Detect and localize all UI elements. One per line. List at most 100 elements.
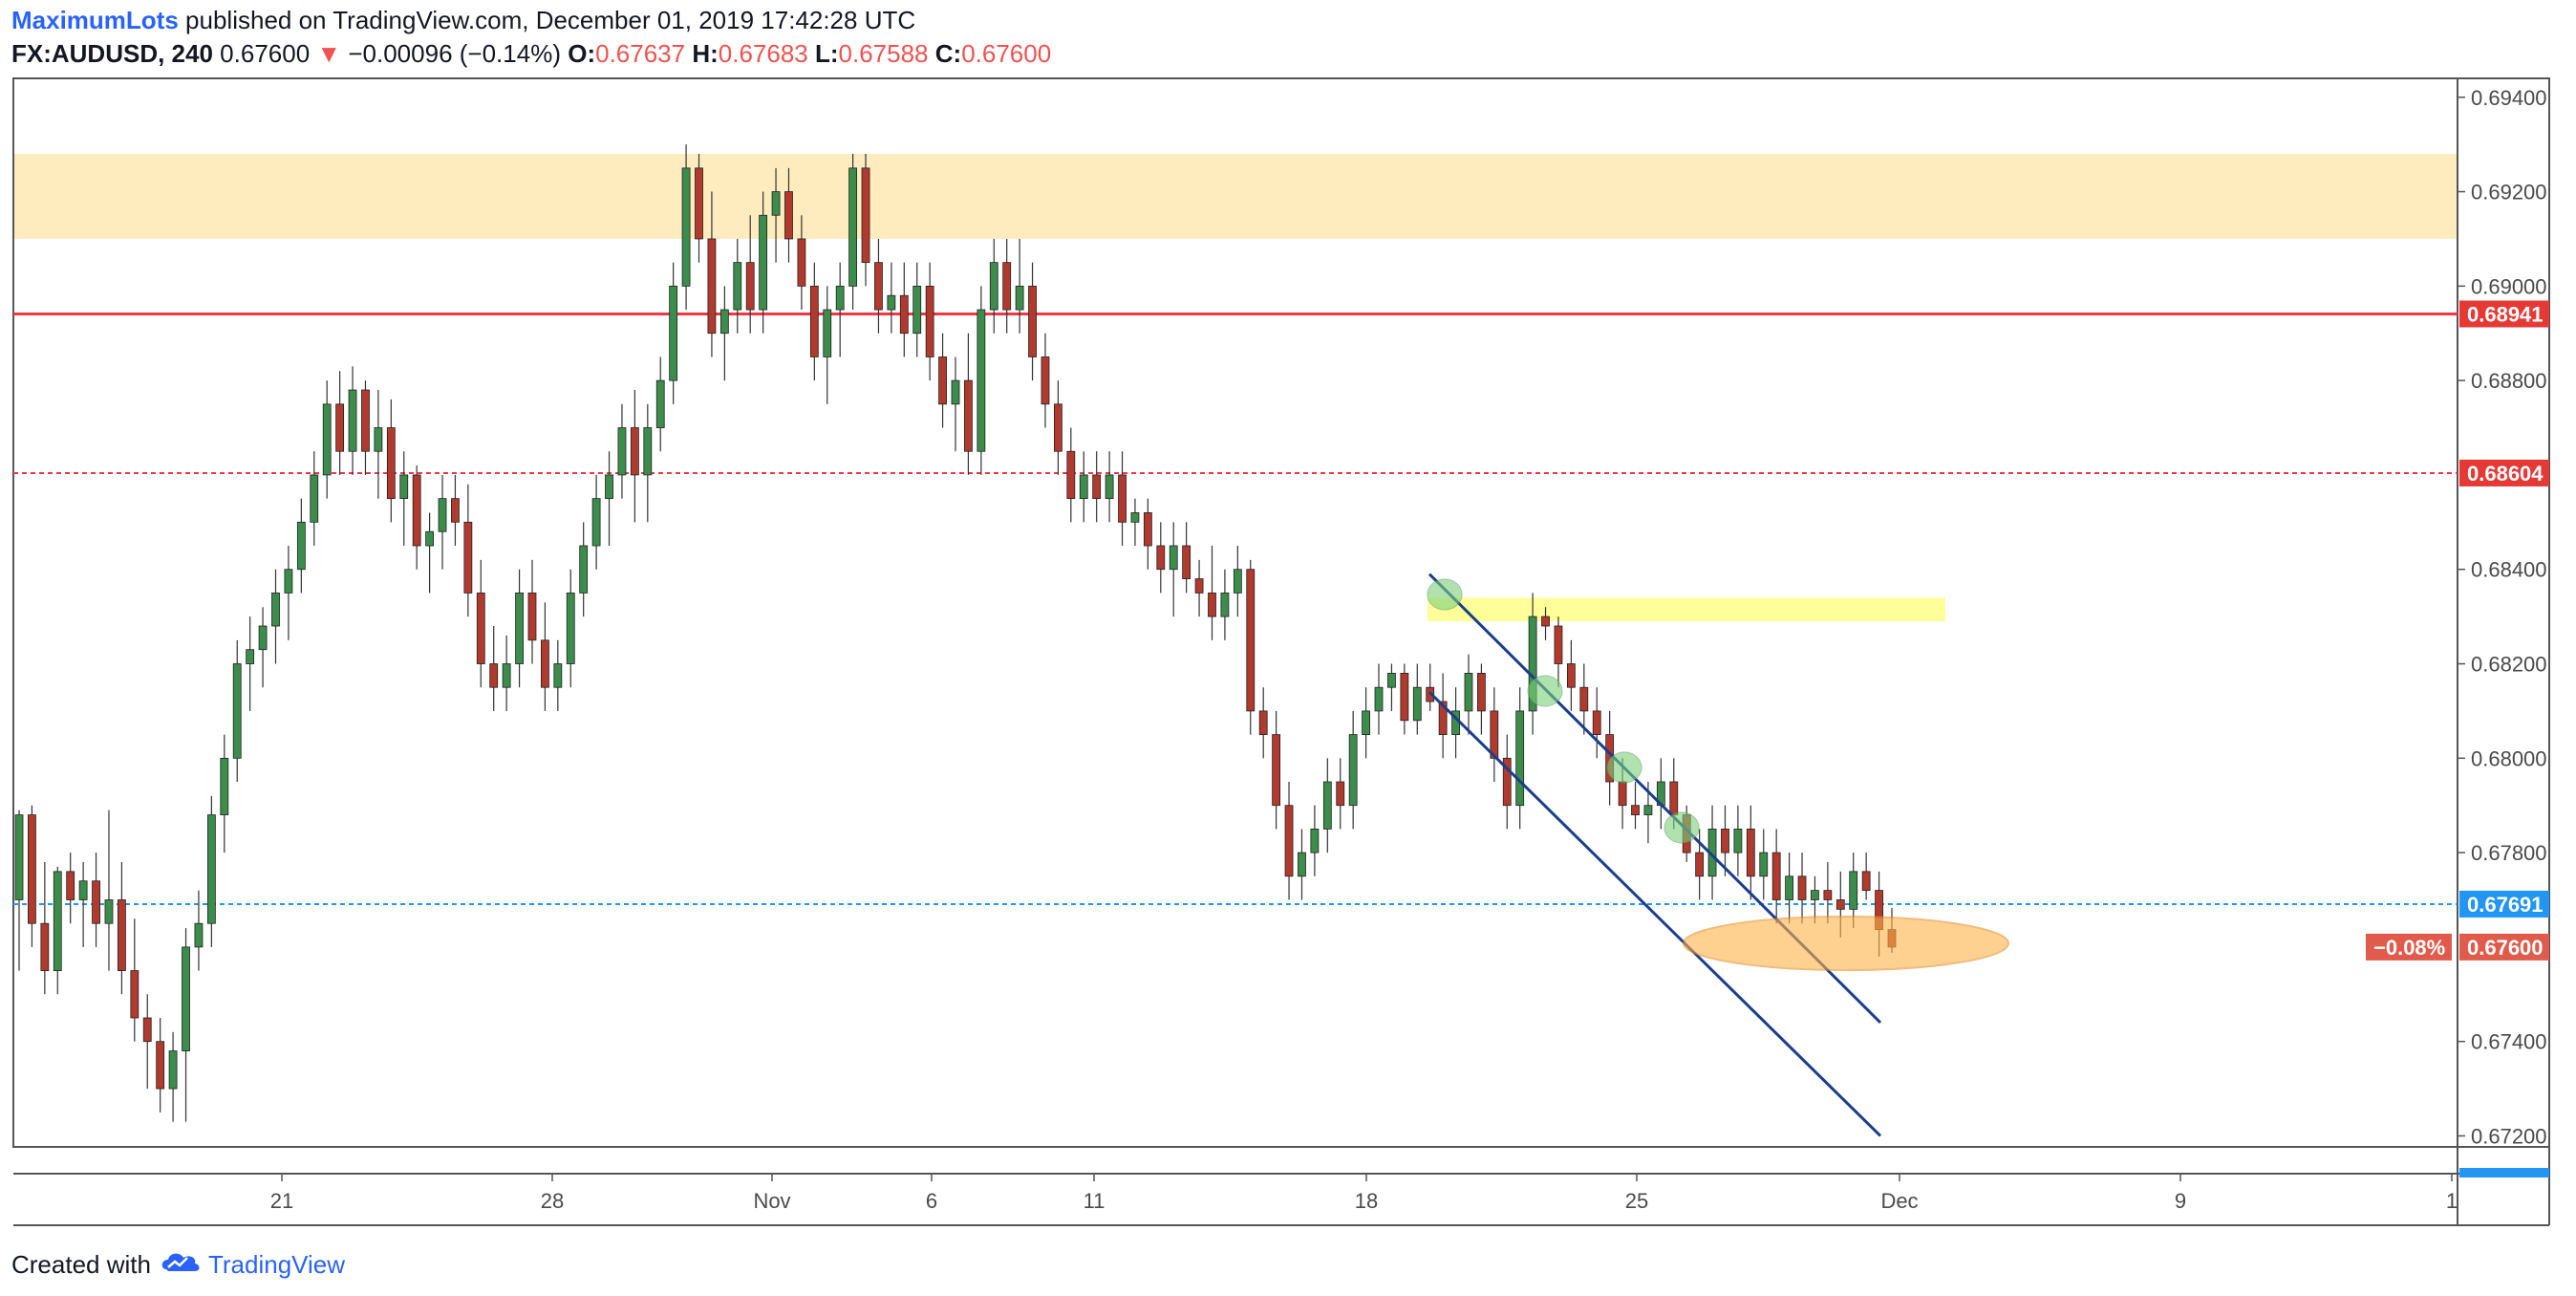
candle[interactable] (1041, 333, 1050, 428)
candle[interactable] (1566, 639, 1576, 711)
candle[interactable] (348, 366, 357, 475)
candle[interactable] (989, 238, 998, 334)
candle[interactable] (322, 380, 332, 499)
candle[interactable] (502, 635, 511, 711)
candle[interactable] (66, 853, 75, 924)
price-chart[interactable]: 0.69400 0.69200 0.69000 0.68800 0.68400 0.682… (0, 0, 2576, 1242)
candle[interactable] (1502, 734, 1512, 830)
candle[interactable] (310, 451, 319, 547)
candle[interactable] (1362, 687, 1370, 759)
candle[interactable] (566, 569, 575, 688)
candle[interactable] (1438, 673, 1448, 759)
channel-line-2[interactable] (1428, 691, 1882, 1137)
candle[interactable] (220, 734, 229, 853)
candle[interactable] (617, 403, 627, 499)
candle[interactable] (28, 805, 36, 947)
candle[interactable] (182, 928, 190, 1122)
candle[interactable] (964, 333, 973, 475)
candle[interactable] (1849, 853, 1858, 929)
candle[interactable] (759, 191, 768, 334)
candle[interactable] (232, 639, 242, 783)
candle[interactable] (1387, 663, 1396, 711)
candle[interactable] (1811, 875, 1819, 924)
candle[interactable] (1336, 758, 1345, 830)
candle[interactable] (1528, 593, 1537, 735)
candle[interactable] (669, 262, 678, 404)
candle[interactable] (1541, 607, 1550, 640)
candle[interactable] (1092, 451, 1102, 523)
candle[interactable] (887, 262, 896, 334)
candle[interactable] (1451, 687, 1460, 759)
candle[interactable] (156, 1017, 165, 1112)
candle[interactable] (40, 861, 50, 995)
candle[interactable] (681, 144, 691, 311)
candle[interactable] (1464, 654, 1473, 735)
candle[interactable] (1130, 498, 1140, 547)
candle[interactable] (1631, 782, 1640, 830)
candle[interactable] (1002, 238, 1012, 334)
candle[interactable] (733, 238, 742, 334)
candle[interactable] (1028, 262, 1037, 381)
candle[interactable] (258, 607, 268, 688)
candle[interactable] (823, 286, 832, 404)
candle[interactable] (655, 356, 665, 452)
candle[interactable] (1746, 805, 1755, 900)
author-name[interactable]: MaximumLots (11, 6, 179, 34)
candle[interactable] (1105, 451, 1114, 523)
candle[interactable] (194, 890, 204, 971)
candle[interactable] (861, 154, 870, 287)
candle[interactable] (374, 390, 383, 499)
candle[interactable] (1348, 710, 1358, 830)
candle[interactable] (92, 853, 100, 947)
candle[interactable] (899, 262, 909, 357)
minor-resistance-zone[interactable] (1428, 597, 1945, 622)
candle[interactable] (605, 451, 613, 547)
candle[interactable] (1733, 805, 1743, 876)
candle[interactable] (745, 215, 755, 334)
touch-point-marker[interactable] (1664, 811, 1700, 844)
candle[interactable] (14, 810, 24, 971)
candle[interactable] (695, 154, 703, 263)
candle[interactable] (412, 465, 421, 570)
candle[interactable] (1208, 546, 1216, 640)
candle[interactable] (1310, 805, 1320, 876)
candle[interactable] (361, 380, 370, 475)
candle[interactable] (1823, 861, 1833, 924)
candle[interactable] (809, 262, 819, 381)
candle[interactable] (527, 559, 537, 664)
candle[interactable] (1490, 687, 1499, 783)
candle[interactable] (206, 795, 216, 947)
tradingview-brand[interactable]: TradingView (207, 1250, 346, 1279)
candle[interactable] (1194, 559, 1204, 617)
candle[interactable] (78, 861, 88, 947)
candle[interactable] (1426, 663, 1435, 711)
candle[interactable] (1656, 758, 1665, 830)
candle[interactable] (1015, 238, 1024, 334)
candle[interactable] (1322, 758, 1332, 853)
candle[interactable] (386, 399, 396, 523)
candle[interactable] (1797, 853, 1807, 924)
candle[interactable] (53, 866, 62, 995)
candle[interactable] (1079, 451, 1088, 523)
candle[interactable] (1272, 710, 1281, 830)
resistance-zone[interactable] (14, 154, 2457, 239)
candle[interactable] (425, 512, 434, 594)
candle[interactable] (848, 154, 858, 311)
candle[interactable] (1066, 427, 1076, 523)
candle[interactable] (591, 474, 601, 570)
candle[interactable] (1284, 782, 1294, 900)
target-zone-ellipse[interactable] (1683, 916, 2009, 971)
candle[interactable] (1156, 522, 1166, 594)
candle[interactable] (130, 918, 140, 1042)
candle[interactable] (104, 810, 114, 971)
candle[interactable] (246, 616, 255, 711)
candle[interactable] (142, 994, 152, 1090)
candle[interactable] (1246, 559, 1256, 735)
candle[interactable] (1721, 805, 1729, 876)
candle[interactable] (476, 559, 485, 688)
candle[interactable] (1118, 451, 1127, 547)
candle[interactable] (168, 1031, 178, 1122)
candle[interactable] (1400, 663, 1409, 735)
candle[interactable] (1182, 522, 1191, 594)
touch-point-marker[interactable] (1527, 675, 1563, 707)
